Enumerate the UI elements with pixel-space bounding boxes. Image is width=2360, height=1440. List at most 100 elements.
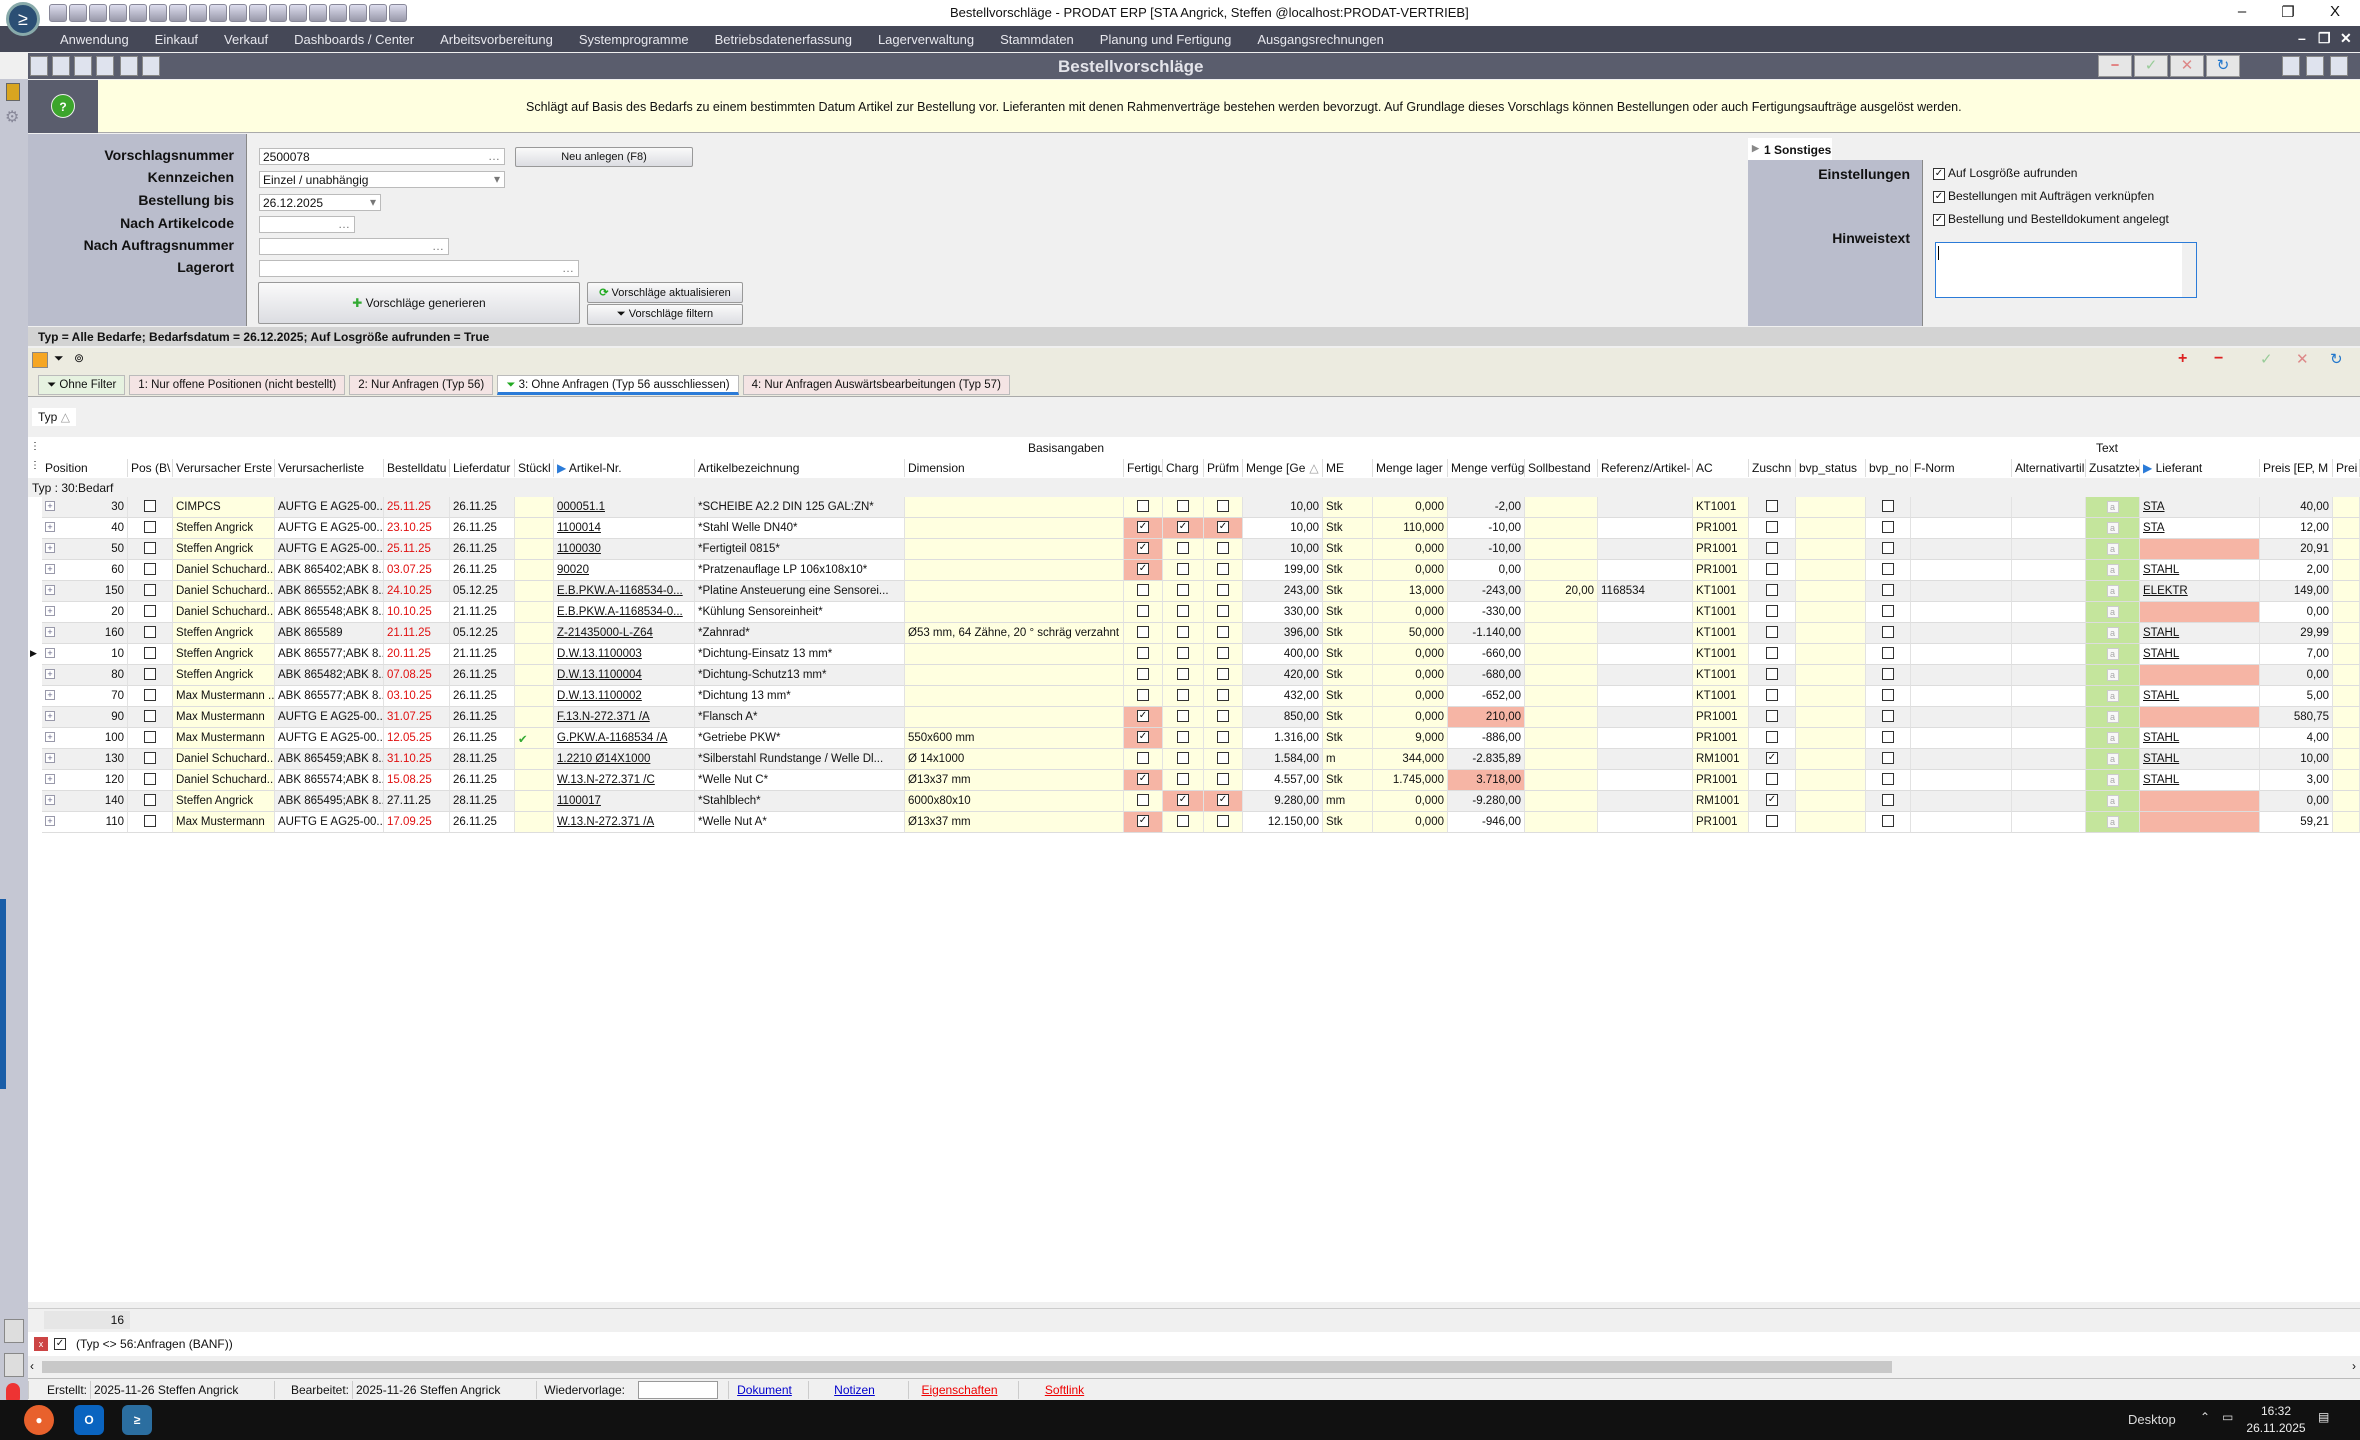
cell-pruef[interactable] <box>1204 665 1243 686</box>
cell-artikel[interactable]: 90020 <box>554 560 695 581</box>
cell-lieferant[interactable]: STAHL <box>2140 560 2260 581</box>
checkbox[interactable] <box>1766 689 1778 701</box>
checkbox[interactable] <box>144 542 156 554</box>
cell-bvp-no[interactable] <box>1866 812 1911 833</box>
text-note-icon[interactable]: a <box>2106 774 2119 786</box>
expand-row-icon[interactable]: + <box>45 753 55 763</box>
checkbox[interactable] <box>1137 752 1149 764</box>
expand-row-icon[interactable]: + <box>45 816 55 826</box>
save-button[interactable]: ✓ <box>2134 55 2168 77</box>
cell-artikel[interactable]: W.13.N-272.371 /A <box>554 812 695 833</box>
cell-lieferant[interactable] <box>2140 665 2260 686</box>
checkbox[interactable] <box>1217 731 1229 743</box>
toolbar-icon[interactable] <box>289 4 307 22</box>
checkbox[interactable] <box>1177 605 1189 617</box>
checkbox[interactable] <box>1882 794 1894 806</box>
lookup-icon[interactable]: … <box>338 217 350 231</box>
cell-posb[interactable] <box>128 518 173 539</box>
cell-bvp-no[interactable] <box>1866 686 1911 707</box>
active-filter-text[interactable]: (Typ <> 56:Anfragen (BANF)) <box>76 1337 233 1351</box>
cell-charge[interactable] <box>1163 644 1204 665</box>
table-row[interactable]: 90 Max Mustermann AUFTG E AG25-00... 31.07.… <box>28 707 2360 728</box>
column-header-soll[interactable]: Sollbestand <box>1525 459 1598 477</box>
cell-fertig[interactable] <box>1124 749 1163 770</box>
add-document-icon[interactable] <box>4 1319 24 1343</box>
text-note-icon[interactable]: a <box>2106 753 2119 765</box>
checkbox[interactable] <box>1137 584 1149 596</box>
text-note-icon[interactable]: a <box>2106 816 2119 828</box>
cell-artikel[interactable]: E.B.PKW.A-1168534-0... <box>554 602 695 623</box>
table-row[interactable]: 110 Max Mustermann AUFTG E AG25-00... 17.09… <box>28 812 2360 833</box>
cell-bvp-no[interactable] <box>1866 791 1911 812</box>
column-header-prei2[interactable]: Prei <box>2333 459 2360 477</box>
group-by-typ[interactable]: Typ △ <box>32 408 76 426</box>
expand-row-icon[interactable]: + <box>45 690 55 700</box>
text-note-icon[interactable]: a <box>2106 732 2119 744</box>
cell-zuschn[interactable] <box>1749 686 1796 707</box>
cell-pruef[interactable] <box>1204 497 1243 518</box>
checkbox[interactable] <box>1217 626 1229 638</box>
cell-zuschn[interactable] <box>1749 560 1796 581</box>
checkbox[interactable] <box>1766 500 1778 512</box>
export-icon[interactable] <box>2330 56 2348 76</box>
notizen-link[interactable]: Notizen <box>808 1381 900 1399</box>
copy-icon[interactable] <box>52 56 70 76</box>
column-header-lieferant[interactable]: ▶ Lieferant <box>2140 459 2260 477</box>
checkbox[interactable] <box>1882 500 1894 512</box>
checkbox[interactable] <box>1217 689 1229 701</box>
checkbox[interactable] <box>1882 752 1894 764</box>
cell-charge[interactable] <box>1163 560 1204 581</box>
checkbox[interactable]: ✓ <box>1766 794 1778 806</box>
lookup-icon[interactable]: … <box>562 261 574 275</box>
checkbox[interactable] <box>1766 710 1778 722</box>
cell-charge[interactable] <box>1163 539 1204 560</box>
menu-verkauf[interactable]: Verkauf <box>224 32 269 47</box>
cell-artikel[interactable]: F.13.N-272.371 /A <box>554 707 695 728</box>
toolbar-icon[interactable] <box>309 4 327 22</box>
checkbox[interactable] <box>1882 647 1894 659</box>
cell-pruef[interactable] <box>1204 686 1243 707</box>
text-note-icon[interactable]: a <box>2106 648 2119 660</box>
checkbox[interactable]: ✓ <box>1137 815 1149 827</box>
checkbox[interactable] <box>1766 815 1778 827</box>
help-icon[interactable] <box>74 56 92 76</box>
column-header-dim[interactable]: Dimension <box>905 459 1124 477</box>
vorschlaege-filtern-button[interactable]: ⏷ Vorschläge filtern <box>587 304 743 325</box>
scrollbar[interactable] <box>2182 243 2196 297</box>
table-row[interactable]: 150 Daniel Schuchard... ABK 865552;ABK 8..… <box>28 581 2360 602</box>
cell-posb[interactable] <box>128 812 173 833</box>
checkbox[interactable] <box>1177 563 1189 575</box>
checkbox[interactable]: ✓ <box>1766 752 1778 764</box>
wiedervorlage-input[interactable] <box>638 1381 718 1399</box>
cell-zuschn[interactable] <box>1749 644 1796 665</box>
expand-row-icon[interactable]: + <box>45 543 55 553</box>
text-note-icon[interactable]: a <box>2106 543 2119 555</box>
table-row[interactable]: 20 Daniel Schuchard... ABK 865548;ABK 8...… <box>28 602 2360 623</box>
checkbox[interactable] <box>144 689 156 701</box>
cell-lieferant[interactable]: STA <box>2140 497 2260 518</box>
expand-row-icon[interactable]: + <box>45 627 55 637</box>
menu-ausgangsrechnungen[interactable]: Ausgangsrechnungen <box>1257 32 1384 47</box>
cell-charge[interactable] <box>1163 497 1204 518</box>
toolbar-icon[interactable] <box>49 4 67 22</box>
scroll-right-icon[interactable]: › <box>2352 1359 2356 1373</box>
expand-row-icon[interactable]: + <box>45 774 55 784</box>
checkbox[interactable] <box>144 731 156 743</box>
checkbox[interactable] <box>1882 710 1894 722</box>
scroll-thumb[interactable] <box>42 1361 1892 1373</box>
checkbox[interactable] <box>144 563 156 575</box>
remove-row-button[interactable]: − <box>2214 350 2224 367</box>
checkbox[interactable]: ✓ <box>1137 773 1149 785</box>
cell-bvp-no[interactable] <box>1866 623 1911 644</box>
text-note-icon[interactable]: a <box>2106 585 2119 597</box>
table-row[interactable]: ▶ 10 Steffen Angrick ABK 865577;ABK 8... 20.… <box>28 644 2360 665</box>
cell-pruef[interactable] <box>1204 623 1243 644</box>
cell-artikel[interactable]: 1100030 <box>554 539 695 560</box>
cell-pruef[interactable] <box>1204 644 1243 665</box>
cell-zuschn[interactable]: ✓ <box>1749 749 1796 770</box>
cell-charge[interactable] <box>1163 581 1204 602</box>
checkbox[interactable] <box>1217 647 1229 659</box>
checkbox[interactable] <box>144 647 156 659</box>
checkbox[interactable] <box>1217 500 1229 512</box>
cell-zuschn[interactable]: ✓ <box>1749 791 1796 812</box>
